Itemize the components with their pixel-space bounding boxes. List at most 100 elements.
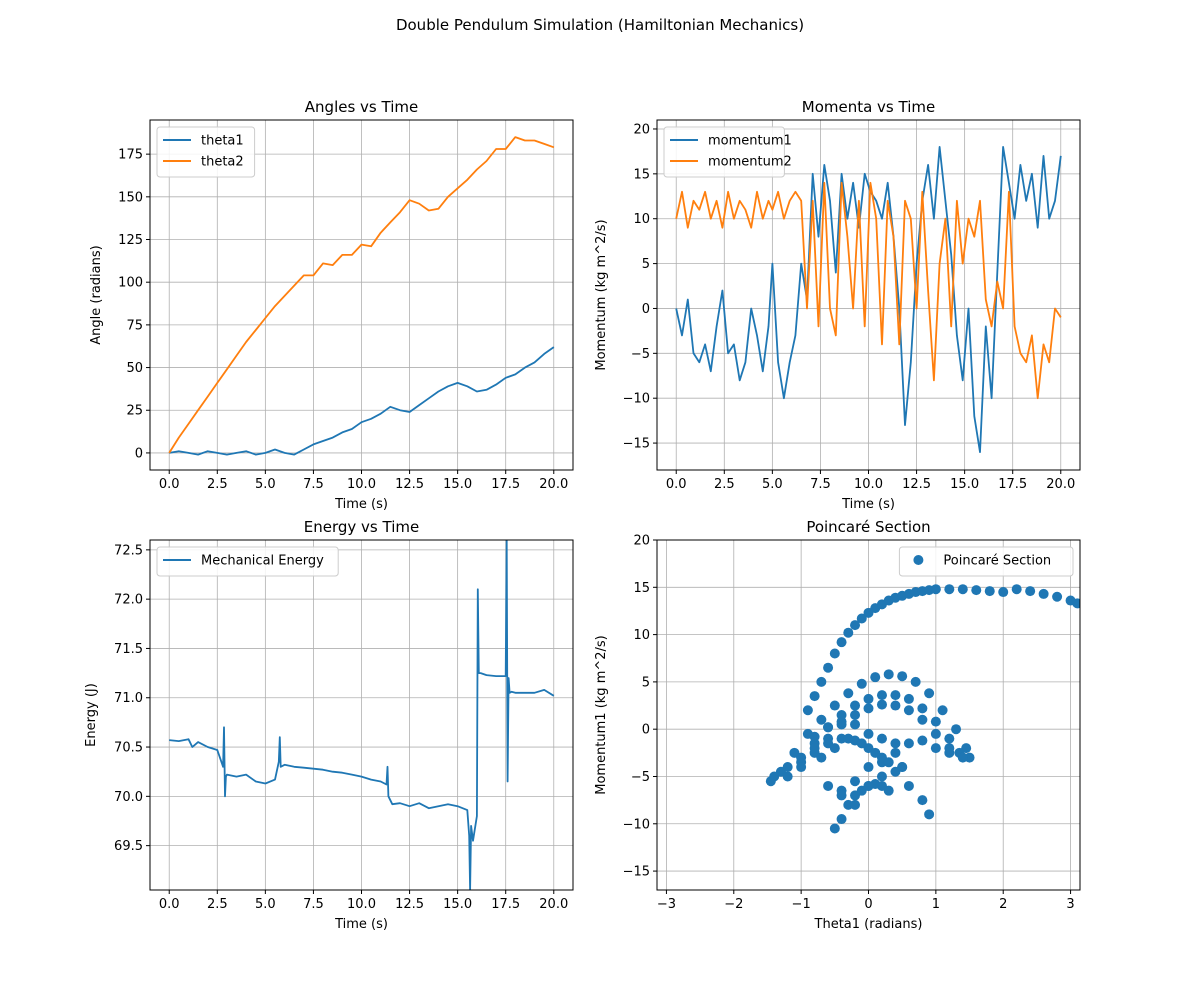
y-tick-label: 0 bbox=[642, 723, 650, 738]
subplot-angles: 0.0 2.5 5.0 7.5 10.0 12.5 15.0 17.5 20.0 0 25 50 75 1… bbox=[89, 98, 574, 512]
x-tick-label: 7.5 bbox=[810, 477, 831, 492]
scatter-point bbox=[883, 669, 894, 680]
scatter-point bbox=[1072, 598, 1080, 609]
y-tick-label: −15 bbox=[623, 865, 650, 880]
scatter-point bbox=[843, 627, 854, 638]
x-tick-label: 15.0 bbox=[950, 477, 979, 492]
legend-label: Mechanical Energy bbox=[201, 554, 324, 569]
figure-suptitle: Double Pendulum Simulation (Hamiltonian … bbox=[395, 16, 805, 34]
scatter-point bbox=[944, 584, 955, 595]
scatter-point bbox=[802, 705, 813, 716]
scatter-point bbox=[944, 747, 955, 758]
series-line-theta2 bbox=[168, 136, 555, 454]
y-tick-label: −10 bbox=[623, 392, 650, 407]
y-tick-label: −10 bbox=[623, 817, 650, 832]
scatter-point bbox=[829, 823, 840, 834]
subplot-title: Poincaré Section bbox=[806, 518, 930, 536]
scatter-point bbox=[917, 703, 928, 714]
scatter-point bbox=[930, 728, 941, 739]
scatter-point bbox=[917, 795, 928, 806]
y-tick-label: 15 bbox=[633, 167, 650, 182]
legend: Poincaré Section bbox=[898, 546, 1074, 577]
legend-marker bbox=[913, 555, 924, 565]
scatter-point bbox=[863, 728, 874, 739]
scatter-point bbox=[890, 700, 901, 711]
x-tick-label: 20.0 bbox=[539, 477, 568, 492]
scatter-point bbox=[1025, 586, 1036, 597]
x-axis-label: Time (s) bbox=[334, 917, 388, 932]
scatter-point bbox=[829, 743, 840, 754]
x-tick-label: 5.0 bbox=[255, 477, 276, 492]
legend-box bbox=[898, 546, 1074, 577]
scatter-point bbox=[897, 671, 908, 682]
x-tick-label: 5.0 bbox=[762, 477, 783, 492]
y-tick-label: −15 bbox=[623, 437, 650, 452]
y-tick-label: 15 bbox=[633, 581, 650, 596]
legend: theta1 theta2 bbox=[156, 126, 256, 178]
y-tick-label: 69.5 bbox=[114, 839, 143, 854]
scatter-point bbox=[944, 733, 955, 744]
x-tick-label: 7.5 bbox=[303, 477, 324, 492]
scatter-point bbox=[850, 776, 861, 787]
x-tick-label: −1 bbox=[792, 897, 811, 912]
scatter-point bbox=[876, 699, 887, 710]
scatter-point bbox=[1038, 588, 1049, 599]
y-axis-label: Momentum1 (kg m^2/s) bbox=[594, 635, 609, 795]
x-tick-label: 17.5 bbox=[998, 477, 1027, 492]
x-axis-label: Time (s) bbox=[841, 497, 895, 512]
y-tick-label: 0 bbox=[642, 302, 650, 317]
y-axis-label: Momentum (kg m^2/s) bbox=[594, 219, 609, 370]
y-tick-label: 100 bbox=[118, 276, 143, 291]
x-tick-label: 12.5 bbox=[902, 477, 931, 492]
y-tick-label: 10 bbox=[633, 212, 650, 227]
y-tick-label: 71.0 bbox=[114, 691, 143, 706]
x-tick-label: 15.0 bbox=[443, 477, 472, 492]
scatter-point bbox=[951, 724, 962, 735]
y-tick-label: 72.0 bbox=[114, 593, 143, 608]
scatter-point bbox=[957, 752, 968, 763]
scatter-point bbox=[796, 762, 807, 773]
scatter-point bbox=[937, 705, 948, 716]
x-tick-label: 2.5 bbox=[207, 477, 228, 492]
scatter-point bbox=[1052, 591, 1063, 602]
x-tick-label: 17.5 bbox=[491, 477, 520, 492]
scatter-point bbox=[863, 762, 874, 773]
scatter-point bbox=[890, 747, 901, 758]
x-tick-label: 20.0 bbox=[539, 897, 568, 912]
scatter-point bbox=[769, 771, 780, 782]
scatter-point bbox=[850, 719, 861, 730]
scatter-point bbox=[930, 584, 941, 595]
x-tick-label: 0.0 bbox=[159, 477, 180, 492]
subplot-momenta: 0.0 2.5 5.0 7.5 10.0 12.5 15.0 17.5 20.0 −15 −10 −5… bbox=[594, 98, 1081, 512]
scatter-point bbox=[917, 714, 928, 725]
scatter-point bbox=[890, 738, 901, 749]
scatter-point bbox=[903, 780, 914, 791]
scatter-point bbox=[957, 584, 968, 595]
x-tick-label: 0.0 bbox=[666, 477, 687, 492]
scatter-point bbox=[850, 700, 861, 711]
x-tick-label: −2 bbox=[724, 897, 743, 912]
x-tick-label: 1 bbox=[932, 897, 940, 912]
plot-area-angles bbox=[168, 136, 555, 456]
scatter-point bbox=[823, 722, 834, 733]
y-tick-label: 5 bbox=[642, 257, 650, 272]
scatter-point bbox=[856, 613, 867, 624]
x-tick-label: 3 bbox=[1066, 897, 1074, 912]
y-tick-label: 71.5 bbox=[114, 642, 143, 657]
scatter-point bbox=[829, 700, 840, 711]
y-tick-label: 150 bbox=[118, 190, 143, 205]
scatter-point bbox=[809, 743, 820, 754]
scatter-point bbox=[984, 586, 995, 597]
scatter-point bbox=[816, 714, 827, 725]
y-axis-label: Energy (J) bbox=[84, 683, 99, 747]
scatter-point bbox=[876, 771, 887, 782]
scatter-point bbox=[782, 762, 793, 773]
legend-label: theta1 bbox=[201, 134, 244, 149]
x-tick-label: 12.5 bbox=[395, 897, 424, 912]
scatter-point bbox=[843, 688, 854, 699]
scatter-point bbox=[829, 648, 840, 659]
legend-label: theta2 bbox=[201, 155, 244, 170]
plot-area-momenta bbox=[675, 145, 1062, 454]
